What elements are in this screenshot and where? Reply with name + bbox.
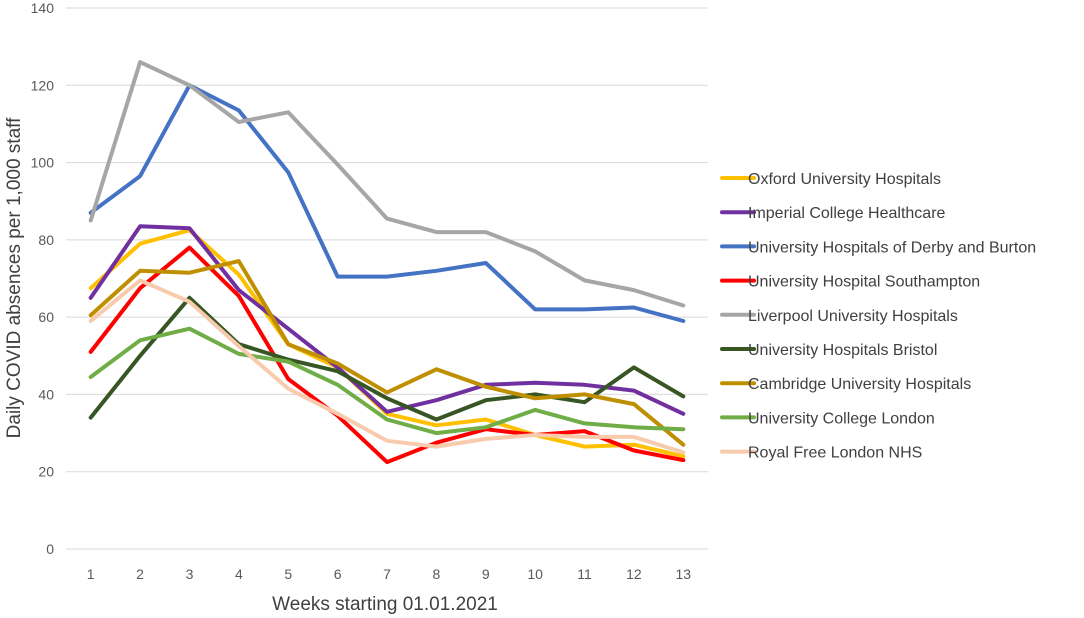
series-lines [88, 60, 686, 465]
y-tick-label: 140 [31, 0, 55, 16]
y-tick-label: 80 [38, 232, 54, 248]
legend-label: Oxford University Hospitals [748, 171, 941, 188]
x-tick-label: 5 [284, 566, 292, 582]
legend-item: University College London [720, 410, 935, 427]
legend-item: Imperial College Healthcare [720, 205, 946, 222]
y-axis-title: Daily COVID absences per 1,000 staff [4, 117, 25, 438]
series-line-3 [88, 83, 686, 323]
x-tick-label: 1 [87, 566, 95, 582]
legend-item: Liverpool University Hospitals [720, 308, 958, 325]
legend-label: Imperial College Healthcare [748, 205, 946, 222]
x-axis-title: Weeks starting 01.01.2021 [272, 594, 498, 615]
x-tick-label: 9 [482, 566, 490, 582]
y-tick-label: 120 [31, 77, 55, 93]
legend-item: Oxford University Hospitals [720, 171, 941, 188]
legend-label: Cambridge University Hospitals [748, 376, 971, 393]
y-tick-label: 100 [31, 155, 55, 171]
legend-label: Royal Free London NHS [748, 445, 922, 462]
x-axis-ticks: 1 2 3 4 5 6 7 8 9 10 11 12 13 [87, 566, 692, 582]
series-line-6 [88, 295, 686, 422]
x-tick-label: 11 [577, 566, 592, 582]
series-line-7 [88, 259, 686, 447]
series-line-5 [88, 60, 686, 308]
legend-label: University College London [748, 410, 935, 427]
legend-item: University Hospitals of Derby and Burton [720, 239, 1036, 256]
legend-item: University Hospitals Bristol [720, 342, 937, 359]
x-tick-label: 10 [527, 566, 543, 582]
y-tick-label: 20 [38, 464, 54, 480]
legend-label: University Hospital Southampton [748, 274, 980, 291]
x-tick-label: 12 [626, 566, 642, 582]
legend-label: University Hospitals of Derby and Burton [748, 239, 1036, 256]
legend-label: Liverpool University Hospitals [748, 308, 958, 325]
series-line-2 [88, 224, 686, 416]
x-tick-label: 6 [334, 566, 342, 582]
x-tick-label: 13 [676, 566, 692, 582]
x-tick-label: 2 [136, 566, 144, 582]
series-line-4 [88, 245, 686, 465]
legend: Oxford University Hospitals Imperial Coll… [720, 171, 1036, 462]
series-line-9 [88, 278, 686, 455]
legend-item: University Hospital Southampton [720, 274, 980, 291]
x-tick-label: 7 [383, 566, 391, 582]
legend-label: University Hospitals Bristol [748, 342, 937, 359]
x-tick-label: 8 [432, 566, 440, 582]
legend-item: Royal Free London NHS [720, 445, 922, 462]
y-tick-label: 40 [38, 386, 54, 402]
y-tick-label: 60 [38, 309, 54, 325]
x-tick-label: 4 [235, 566, 243, 582]
y-tick-label: 0 [46, 541, 54, 557]
x-tick-label: 3 [186, 566, 194, 582]
y-axis-ticks: 0 20 40 60 80 100 120 140 [31, 0, 55, 557]
legend-item: Cambridge University Hospitals [720, 376, 971, 393]
series-line-8 [88, 326, 686, 436]
